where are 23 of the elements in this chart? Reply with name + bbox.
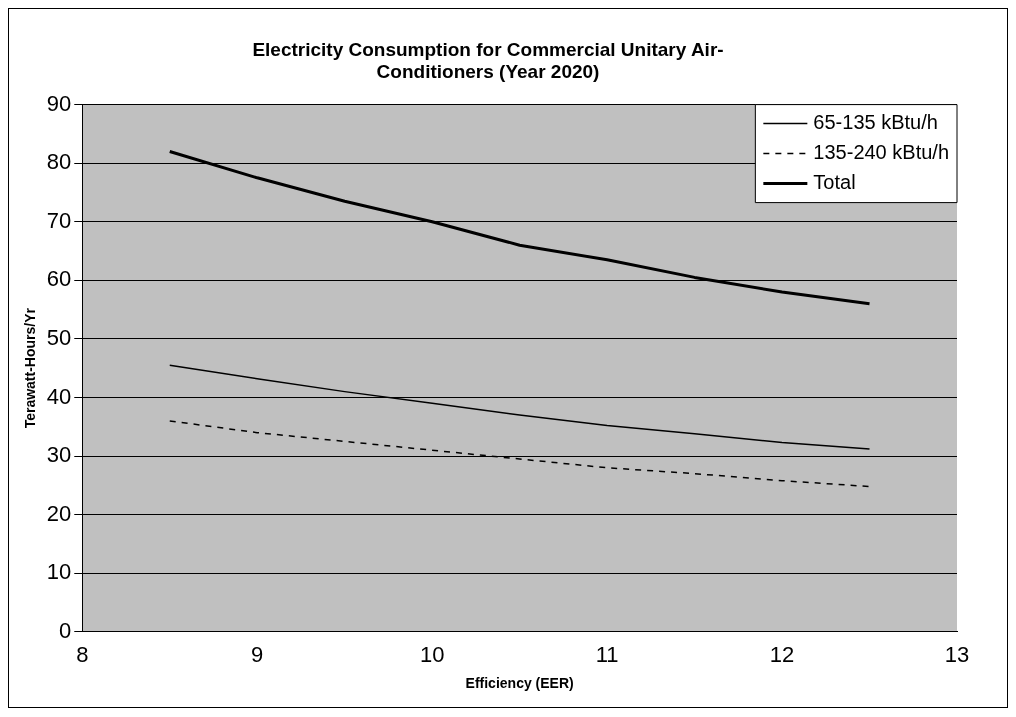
y-tick-label: 60 — [46, 266, 72, 292]
y-tick-label: 50 — [46, 324, 72, 350]
y-tick-label: 40 — [46, 383, 72, 409]
y-tick-label: 80 — [46, 149, 72, 175]
text: Electricity Consumption for Commercial Unitary Air- — [252, 38, 724, 60]
x-tick-label: 9 — [251, 642, 264, 668]
legend-label: 135-240 kBtu/h — [813, 141, 949, 164]
x-tick-label: 13 — [944, 642, 970, 668]
y-tick-label: 90 — [46, 90, 72, 116]
y-tick-label: 30 — [46, 442, 72, 468]
y-tick-label: 70 — [46, 207, 72, 233]
legend-label: 65-135 kBtu/h — [813, 111, 938, 134]
y-tick-label: 20 — [46, 500, 72, 526]
y-axis-title: Terawatt-Hours/Yr — [22, 307, 39, 429]
text: Conditioners (Year 2020) — [376, 61, 600, 83]
x-axis-title: Efficiency (EER) — [465, 675, 574, 692]
y-tick-label: 0 — [59, 617, 72, 643]
y-tick-label: 10 — [46, 559, 72, 585]
x-tick-label: 12 — [769, 642, 795, 668]
x-tick-label: 10 — [419, 642, 445, 668]
legend-label: Total — [813, 171, 856, 194]
x-tick-label: 8 — [76, 642, 89, 668]
x-tick-label: 11 — [595, 642, 619, 668]
